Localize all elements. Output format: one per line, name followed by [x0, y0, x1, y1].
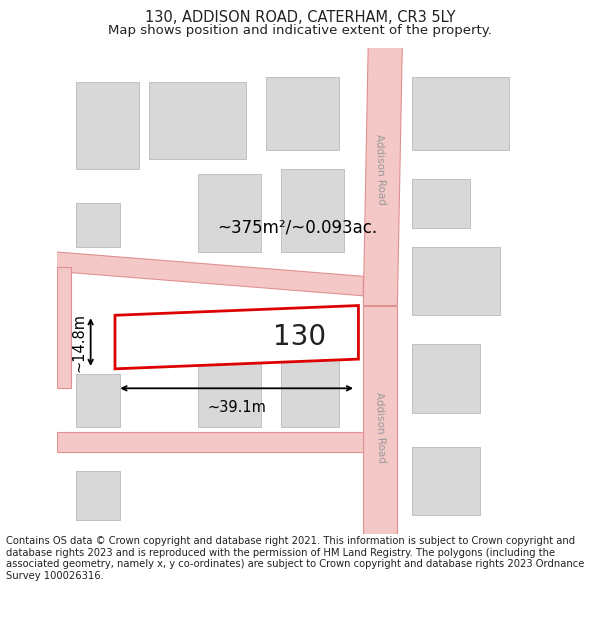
Bar [412, 77, 509, 150]
Polygon shape [56, 252, 363, 296]
Bar [76, 471, 120, 520]
Text: Contains OS data © Crown copyright and database right 2021. This information is : Contains OS data © Crown copyright and d… [6, 536, 584, 581]
Bar [56, 267, 71, 388]
Bar [281, 344, 339, 428]
Text: Map shows position and indicative extent of the property.: Map shows position and indicative extent… [108, 24, 492, 37]
Bar [412, 179, 470, 227]
Bar [412, 247, 500, 315]
Polygon shape [56, 432, 363, 452]
Bar [76, 82, 139, 169]
Bar [76, 374, 120, 428]
Text: Addison Road: Addison Road [374, 392, 386, 463]
Bar [281, 169, 344, 252]
Polygon shape [363, 306, 397, 534]
Text: ~375m²/~0.093ac.: ~375m²/~0.093ac. [217, 219, 377, 237]
Bar [412, 447, 480, 515]
Bar [149, 82, 247, 159]
Text: ~14.8m: ~14.8m [72, 312, 87, 371]
Bar [198, 344, 261, 428]
Text: Addison Road: Addison Road [374, 134, 386, 205]
Polygon shape [363, 48, 402, 306]
Text: 130, ADDISON ROAD, CATERHAM, CR3 5LY: 130, ADDISON ROAD, CATERHAM, CR3 5LY [145, 11, 455, 26]
Bar [198, 174, 261, 252]
Text: 130: 130 [274, 323, 326, 351]
Polygon shape [115, 306, 358, 369]
Text: ~39.1m: ~39.1m [207, 401, 266, 416]
Bar [266, 77, 339, 150]
Bar [76, 203, 120, 247]
Bar [412, 344, 480, 412]
